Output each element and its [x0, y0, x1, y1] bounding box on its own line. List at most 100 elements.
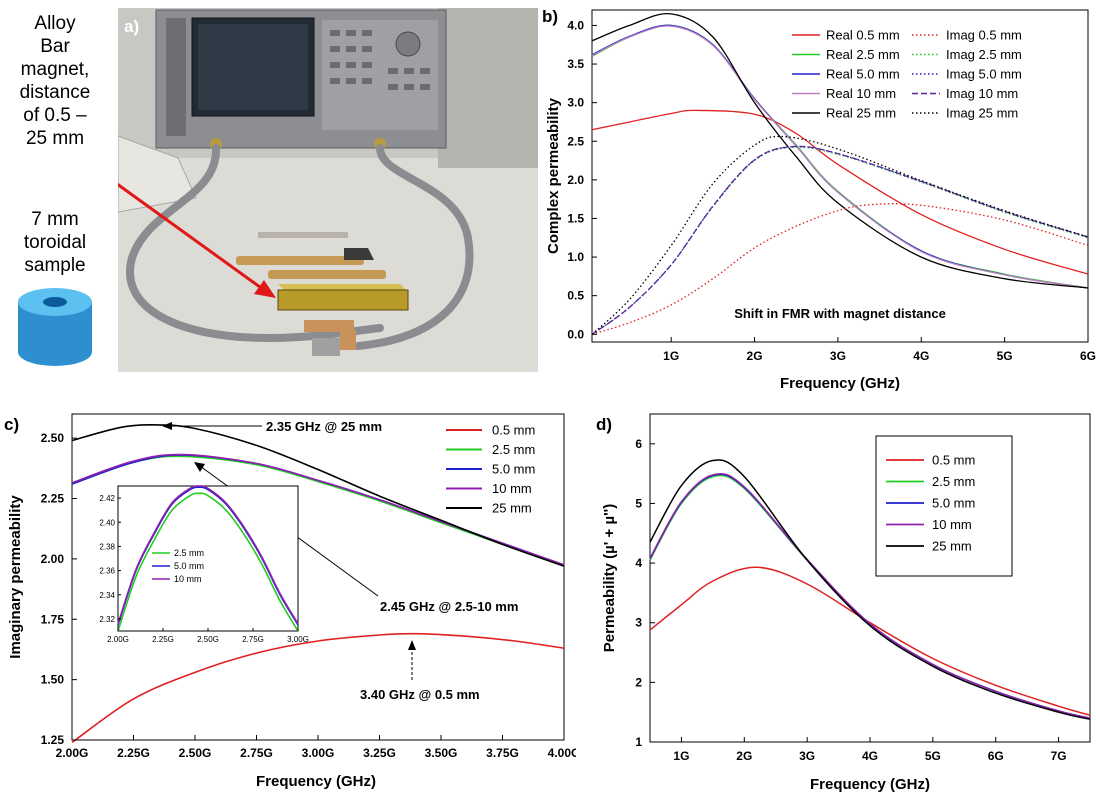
- chart-b-legend-label-imag-25-mm: Imag 25 mm: [946, 106, 1018, 121]
- inset-y-tick-label: 2.36: [99, 567, 115, 576]
- chart-b-y-tick-label: 4.0: [567, 18, 584, 32]
- chart-c-x-tick-label: 2.00G: [56, 746, 89, 760]
- chart-d-series-5-0-mm: [649, 473, 1091, 719]
- x-axis-title-d: Frequency (GHz): [810, 776, 930, 793]
- panel-label-d: d): [596, 415, 612, 434]
- inset-x-tick-label: 2.00G: [107, 635, 129, 644]
- toroid-icon: [18, 288, 92, 366]
- panel-label-a: a): [124, 17, 139, 36]
- magnet-label-line: 25 mm: [25, 128, 85, 149]
- magnet-label-line: magnet,: [20, 59, 90, 80]
- chart-c-y-tick-label: 1.25: [41, 733, 65, 747]
- chart-c-series-0-5-mm: [71, 632, 565, 744]
- chart-c-series-25-mm: [71, 424, 565, 567]
- chart-b-series-real-25-mm: [591, 12, 1089, 289]
- inset-legend-label-10-mm: 10 mm: [174, 574, 202, 584]
- chart-b-series-real-10-mm: [591, 25, 1089, 289]
- chart-c-legend-label-5-0-mm: 5.0 mm: [492, 462, 535, 477]
- magnet-label-line: Bar: [40, 36, 70, 57]
- chart-b-series-real-0-5-mm: [591, 109, 1089, 275]
- magnet-label-line: of 0.5 –: [23, 105, 87, 126]
- chart-c-legend-label-0-5-mm: 0.5 mm: [492, 423, 535, 438]
- chart-c-x-tick-label: 3.25G: [363, 746, 396, 760]
- chart-c-x-tick-label: 2.75G: [240, 746, 273, 760]
- inset-y-tick-label: 2.38: [99, 542, 115, 551]
- sample-label-line: sample: [24, 255, 86, 276]
- magnet-label-line: Alloy: [34, 13, 76, 34]
- annotation-25mm: 2.35 GHz @ 25 mm: [266, 419, 382, 434]
- chart-b-series-imag-25-mm: [591, 135, 1089, 335]
- chart-b-x-tick-label: 2G: [747, 349, 763, 363]
- chart-c-y-tick-label: 1.50: [41, 673, 65, 687]
- inset-y-tick-label: 2.32: [99, 615, 115, 624]
- chart-b-x-tick-label: 6G: [1080, 349, 1096, 363]
- chart-d-legend-label-0-5-mm: 0.5 mm: [932, 453, 975, 468]
- chart-b-y-tick-label: 1.5: [567, 211, 584, 225]
- chart-d-series-0-5-mm: [649, 566, 1091, 716]
- chart-c-x-tick-label: 2.25G: [117, 746, 150, 760]
- lab-photo: a): [118, 8, 538, 372]
- chart-d-x-tick-label: 4G: [862, 749, 878, 763]
- chart-c: c) 2.00G 2.25G 2.50G 2.75G 3.00G 3.25G 3.50G 3.…: [4, 413, 576, 790]
- network-analyzer: [155, 9, 447, 150]
- sample-label-line: toroidal: [23, 232, 87, 253]
- magnet-label: Alloy Bar magnet, distance of 0.5 – 25 m…: [0, 12, 110, 150]
- chart-b-x-tick-label: 3G: [830, 349, 846, 363]
- chart-d-series-25-mm: [649, 459, 1091, 721]
- chart-b-series-imag-2-5-mm: [591, 146, 1089, 335]
- chart-d-y-tick-label: 3: [635, 616, 642, 630]
- chart-b: b) 1G 2G 3G 4G 5G 6G 0.0 0.5 1.0 1.5 2.0 2.5 3.0 3.5 4…: [542, 7, 1096, 392]
- chart-d-x-tick-label: 3G: [799, 749, 815, 763]
- chart-b-x-tick-label: 1G: [663, 349, 679, 363]
- magnet-label-line: distance: [19, 82, 91, 103]
- inset-frame: [117, 485, 299, 632]
- chart-b-y-tick-label: 0.0: [567, 327, 584, 341]
- chart-b-series-real-2-5-mm: [591, 24, 1089, 289]
- chart-b-series-real-5-0-mm: [591, 24, 1089, 289]
- y-axis-title-c: Imaginary permeability: [7, 495, 24, 659]
- chart-c-y-tick-label: 1.75: [41, 612, 65, 626]
- annotation-0p5mm: 3.40 GHz @ 0.5 mm: [360, 687, 480, 702]
- chart-b-y-tick-label: 0.5: [567, 289, 584, 303]
- chart-b-legend-label-real-2-5-mm: Real 2.5 mm: [826, 47, 900, 62]
- chart-b-x-tick-label: 4G: [913, 349, 929, 363]
- chart-c-x-tick-label: 3.75G: [486, 746, 519, 760]
- inset-y-tick-label: 2.42: [99, 494, 115, 503]
- chart-c-x-tick-label: 4.00G: [548, 746, 576, 760]
- x-axis-title-b: Frequency (GHz): [780, 375, 900, 392]
- chart-b-legend-label-real-5-0-mm: Real 5.0 mm: [826, 67, 900, 82]
- chart-b-legend-label-imag-0-5-mm: Imag 0.5 mm: [946, 28, 1022, 43]
- inset-x-tick-label: 2.25G: [152, 635, 174, 644]
- chart-b-y-tick-label: 2.0: [567, 173, 584, 187]
- chart-c-y-tick-label: 2.50: [41, 431, 65, 445]
- chart-d-x-tick-label: 2G: [736, 749, 752, 763]
- inset-series-2-5-mm: [117, 492, 299, 632]
- chart-b-series-imag-10-mm: [591, 145, 1089, 335]
- chart-c-legend-label-2-5-mm: 2.5 mm: [492, 442, 535, 457]
- annotation-2p5-10mm: 2.45 GHz @ 2.5-10 mm: [380, 599, 518, 614]
- chart-d-legend-label-5-0-mm: 5.0 mm: [932, 496, 975, 511]
- chart-b-legend-label-real-10-mm: Real 10 mm: [826, 86, 896, 101]
- inset-legend-label-5-0-mm: 5.0 mm: [174, 561, 204, 571]
- y-axis-title-d: Permeability (µ' + µ''): [601, 504, 618, 652]
- inset-x-tick-label: 2.50G: [197, 635, 219, 644]
- chart-c-x-tick-label: 2.50G: [179, 746, 212, 760]
- annotation-fmr: Shift in FMR with magnet distance: [734, 306, 946, 321]
- inset-y-tick-label: 2.40: [99, 518, 115, 527]
- panel-label-b: b): [542, 7, 558, 26]
- chart-d: d) 1G 2G 3G 4G 5G 6G 7G 1 2 3 4 5 6 0.5 mm 2.5 mm 5.0 …: [596, 413, 1091, 793]
- chart-d-y-tick-label: 5: [635, 496, 642, 510]
- chart-d-series-2-5-mm: [649, 474, 1091, 719]
- sample-label-line: 7 mm: [31, 209, 79, 230]
- chart-b-y-tick-label: 3.5: [567, 57, 584, 71]
- inset-y-tick-label: 2.34: [99, 591, 115, 600]
- chart-d-y-tick-label: 2: [635, 675, 642, 689]
- inset-series-10-mm: [117, 485, 299, 625]
- chart-b-x-tick-label: 5G: [997, 349, 1013, 363]
- y-axis-title-b: Complex permeability: [545, 97, 562, 254]
- sample-label: 7 mm toroidal sample: [0, 208, 110, 277]
- chart-b-y-tick-label: 2.5: [567, 134, 584, 148]
- plot-frame-d: [649, 413, 1091, 743]
- inset-x-tick-label: 3.00G: [287, 635, 309, 644]
- chart-d-legend-label-25-mm: 25 mm: [932, 539, 972, 554]
